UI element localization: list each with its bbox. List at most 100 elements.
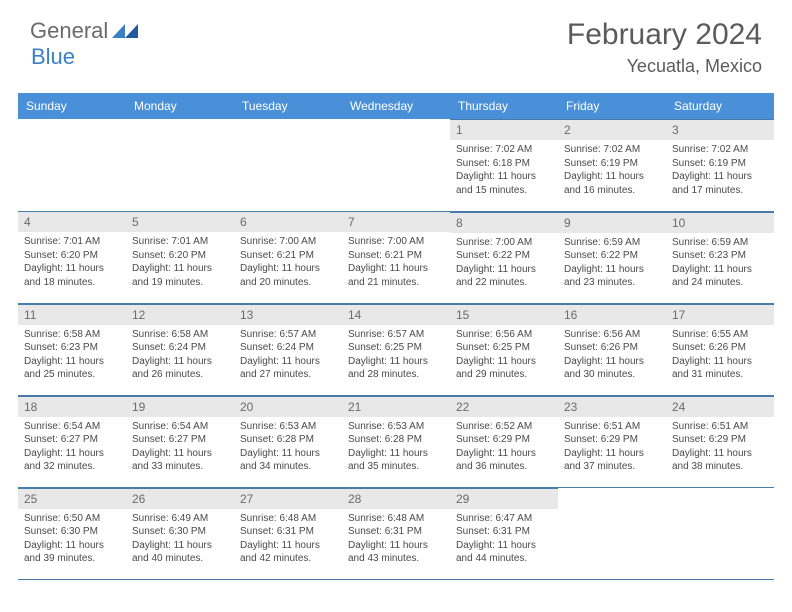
calendar-cell: 20Sunrise: 6:53 AMSunset: 6:28 PMDayligh… — [234, 395, 342, 487]
calendar-cell: 9Sunrise: 6:59 AMSunset: 6:22 PMDaylight… — [558, 211, 666, 303]
day-number: 2 — [558, 119, 666, 140]
calendar-cell: 8Sunrise: 7:00 AMSunset: 6:22 PMDaylight… — [450, 211, 558, 303]
weekday-header-row: SundayMondayTuesdayWednesdayThursdayFrid… — [18, 93, 774, 119]
day-content: Sunrise: 6:53 AMSunset: 6:28 PMDaylight:… — [234, 417, 342, 480]
day-number: 21 — [342, 396, 450, 417]
calendar-cell: 5Sunrise: 7:01 AMSunset: 6:20 PMDaylight… — [126, 211, 234, 303]
calendar-cell: 4Sunrise: 7:01 AMSunset: 6:20 PMDaylight… — [18, 211, 126, 303]
day-number: 29 — [450, 488, 558, 509]
calendar-cell: 28Sunrise: 6:48 AMSunset: 6:31 PMDayligh… — [342, 487, 450, 579]
calendar-cell: 19Sunrise: 6:54 AMSunset: 6:27 PMDayligh… — [126, 395, 234, 487]
calendar-cell — [126, 119, 234, 211]
day-content: Sunrise: 6:57 AMSunset: 6:24 PMDaylight:… — [234, 325, 342, 388]
day-content: Sunrise: 6:58 AMSunset: 6:24 PMDaylight:… — [126, 325, 234, 388]
day-number: 11 — [18, 304, 126, 325]
calendar-cell — [558, 487, 666, 579]
day-content: Sunrise: 6:50 AMSunset: 6:30 PMDaylight:… — [18, 509, 126, 572]
day-content: Sunrise: 7:00 AMSunset: 6:21 PMDaylight:… — [234, 232, 342, 295]
calendar-cell: 1Sunrise: 7:02 AMSunset: 6:18 PMDaylight… — [450, 119, 558, 211]
calendar-cell: 25Sunrise: 6:50 AMSunset: 6:30 PMDayligh… — [18, 487, 126, 579]
calendar-body: 1Sunrise: 7:02 AMSunset: 6:18 PMDaylight… — [18, 119, 774, 579]
day-number: 7 — [342, 211, 450, 232]
calendar-cell: 7Sunrise: 7:00 AMSunset: 6:21 PMDaylight… — [342, 211, 450, 303]
day-number: 1 — [450, 119, 558, 140]
calendar-week-row: 11Sunrise: 6:58 AMSunset: 6:23 PMDayligh… — [18, 303, 774, 395]
calendar-cell: 14Sunrise: 6:57 AMSunset: 6:25 PMDayligh… — [342, 303, 450, 395]
calendar-cell: 27Sunrise: 6:48 AMSunset: 6:31 PMDayligh… — [234, 487, 342, 579]
day-content: Sunrise: 6:52 AMSunset: 6:29 PMDaylight:… — [450, 417, 558, 480]
day-content: Sunrise: 7:01 AMSunset: 6:20 PMDaylight:… — [126, 232, 234, 295]
day-content: Sunrise: 6:54 AMSunset: 6:27 PMDaylight:… — [126, 417, 234, 480]
day-number: 6 — [234, 211, 342, 232]
calendar-cell: 15Sunrise: 6:56 AMSunset: 6:25 PMDayligh… — [450, 303, 558, 395]
day-number: 20 — [234, 396, 342, 417]
calendar-week-row: 1Sunrise: 7:02 AMSunset: 6:18 PMDaylight… — [18, 119, 774, 211]
day-number: 10 — [666, 212, 774, 233]
weekday-header: Saturday — [666, 93, 774, 119]
day-number: 28 — [342, 488, 450, 509]
calendar-cell: 21Sunrise: 6:53 AMSunset: 6:28 PMDayligh… — [342, 395, 450, 487]
day-number: 27 — [234, 488, 342, 509]
logo: General — [30, 18, 140, 44]
day-content: Sunrise: 7:02 AMSunset: 6:19 PMDaylight:… — [558, 140, 666, 203]
title-location: Yecuatla, Mexico — [567, 56, 762, 77]
calendar-cell: 2Sunrise: 7:02 AMSunset: 6:19 PMDaylight… — [558, 119, 666, 211]
day-number: 8 — [450, 212, 558, 233]
day-number: 14 — [342, 304, 450, 325]
calendar-cell: 26Sunrise: 6:49 AMSunset: 6:30 PMDayligh… — [126, 487, 234, 579]
calendar-cell: 17Sunrise: 6:55 AMSunset: 6:26 PMDayligh… — [666, 303, 774, 395]
day-content: Sunrise: 6:55 AMSunset: 6:26 PMDaylight:… — [666, 325, 774, 388]
weekday-header: Sunday — [18, 93, 126, 119]
day-number: 19 — [126, 396, 234, 417]
weekday-header: Friday — [558, 93, 666, 119]
day-content: Sunrise: 7:00 AMSunset: 6:21 PMDaylight:… — [342, 232, 450, 295]
day-content: Sunrise: 6:47 AMSunset: 6:31 PMDaylight:… — [450, 509, 558, 572]
calendar-cell — [18, 119, 126, 211]
day-number: 12 — [126, 304, 234, 325]
day-content: Sunrise: 7:01 AMSunset: 6:20 PMDaylight:… — [18, 232, 126, 295]
weekday-header: Thursday — [450, 93, 558, 119]
calendar-cell: 22Sunrise: 6:52 AMSunset: 6:29 PMDayligh… — [450, 395, 558, 487]
day-number: 24 — [666, 396, 774, 417]
day-number: 9 — [558, 212, 666, 233]
day-number: 16 — [558, 304, 666, 325]
day-content: Sunrise: 6:48 AMSunset: 6:31 PMDaylight:… — [234, 509, 342, 572]
day-content: Sunrise: 7:00 AMSunset: 6:22 PMDaylight:… — [450, 233, 558, 296]
day-content: Sunrise: 6:54 AMSunset: 6:27 PMDaylight:… — [18, 417, 126, 480]
calendar-cell: 18Sunrise: 6:54 AMSunset: 6:27 PMDayligh… — [18, 395, 126, 487]
day-number: 17 — [666, 304, 774, 325]
day-content: Sunrise: 6:59 AMSunset: 6:23 PMDaylight:… — [666, 233, 774, 296]
day-content: Sunrise: 6:56 AMSunset: 6:25 PMDaylight:… — [450, 325, 558, 388]
calendar-week-row: 25Sunrise: 6:50 AMSunset: 6:30 PMDayligh… — [18, 487, 774, 579]
day-number: 13 — [234, 304, 342, 325]
calendar-week-row: 4Sunrise: 7:01 AMSunset: 6:20 PMDaylight… — [18, 211, 774, 303]
calendar-cell — [666, 487, 774, 579]
day-content: Sunrise: 6:56 AMSunset: 6:26 PMDaylight:… — [558, 325, 666, 388]
day-number: 23 — [558, 396, 666, 417]
weekday-header: Monday — [126, 93, 234, 119]
calendar-cell: 23Sunrise: 6:51 AMSunset: 6:29 PMDayligh… — [558, 395, 666, 487]
day-number: 4 — [18, 211, 126, 232]
header: General February 2024 Yecuatla, Mexico — [0, 0, 792, 87]
calendar-cell: 11Sunrise: 6:58 AMSunset: 6:23 PMDayligh… — [18, 303, 126, 395]
day-content: Sunrise: 6:57 AMSunset: 6:25 PMDaylight:… — [342, 325, 450, 388]
day-content: Sunrise: 6:51 AMSunset: 6:29 PMDaylight:… — [558, 417, 666, 480]
logo-text-blue: Blue — [31, 44, 75, 69]
weekday-header: Tuesday — [234, 93, 342, 119]
day-number: 3 — [666, 119, 774, 140]
calendar-cell: 10Sunrise: 6:59 AMSunset: 6:23 PMDayligh… — [666, 211, 774, 303]
day-content: Sunrise: 6:48 AMSunset: 6:31 PMDaylight:… — [342, 509, 450, 572]
calendar-cell: 13Sunrise: 6:57 AMSunset: 6:24 PMDayligh… — [234, 303, 342, 395]
day-content: Sunrise: 6:53 AMSunset: 6:28 PMDaylight:… — [342, 417, 450, 480]
calendar-cell — [342, 119, 450, 211]
day-number: 26 — [126, 488, 234, 509]
day-content: Sunrise: 6:51 AMSunset: 6:29 PMDaylight:… — [666, 417, 774, 480]
logo-icon — [112, 20, 138, 43]
calendar-cell: 6Sunrise: 7:00 AMSunset: 6:21 PMDaylight… — [234, 211, 342, 303]
day-content: Sunrise: 6:59 AMSunset: 6:22 PMDaylight:… — [558, 233, 666, 296]
day-number: 22 — [450, 396, 558, 417]
calendar-table: SundayMondayTuesdayWednesdayThursdayFrid… — [18, 93, 774, 580]
calendar-week-row: 18Sunrise: 6:54 AMSunset: 6:27 PMDayligh… — [18, 395, 774, 487]
calendar-cell: 12Sunrise: 6:58 AMSunset: 6:24 PMDayligh… — [126, 303, 234, 395]
day-content: Sunrise: 6:58 AMSunset: 6:23 PMDaylight:… — [18, 325, 126, 388]
